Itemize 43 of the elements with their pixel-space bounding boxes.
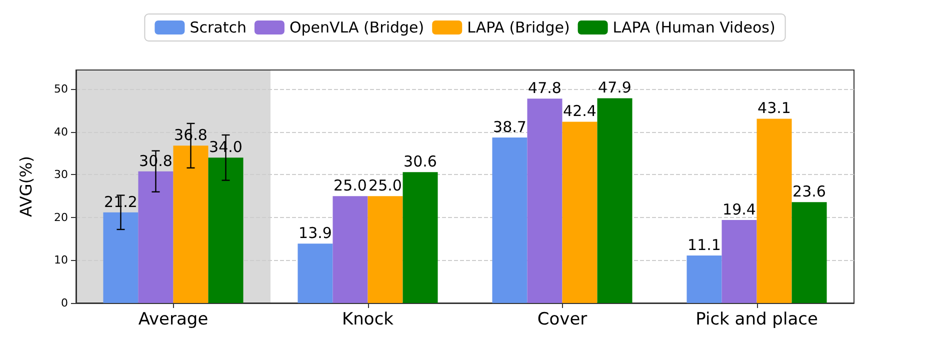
data-label: 23.6 xyxy=(792,182,826,201)
bar xyxy=(792,202,827,303)
x-tick-label: Cover xyxy=(537,310,588,330)
bar xyxy=(722,220,757,303)
data-label: 47.9 xyxy=(598,78,632,97)
x-tick-label: Pick and place xyxy=(696,310,818,330)
bar xyxy=(173,146,208,303)
data-label: 42.4 xyxy=(563,102,596,120)
data-label: 47.8 xyxy=(528,79,562,98)
bar xyxy=(298,244,333,303)
data-label: 25.0 xyxy=(368,176,402,195)
bar xyxy=(332,196,368,303)
y-tick-label: 30 xyxy=(54,168,68,182)
bar xyxy=(402,172,438,303)
y-tick-label: 10 xyxy=(54,254,68,267)
bar xyxy=(597,98,632,303)
y-axis-title: AVG(%) xyxy=(16,156,36,217)
legend-label: LAPA (Human Videos) xyxy=(612,18,776,36)
x-tick-label: Average xyxy=(138,310,208,330)
bar xyxy=(527,98,562,303)
y-tick-label: 50 xyxy=(54,82,68,96)
bar xyxy=(103,212,138,303)
legend-label: Scratch xyxy=(190,18,246,36)
bar xyxy=(686,256,722,303)
y-tick-label: 40 xyxy=(54,125,68,138)
bar xyxy=(562,122,598,303)
y-tick-label: 20 xyxy=(54,210,68,224)
legend-label: OpenVLA (Bridge) xyxy=(289,18,424,36)
x-tick-label: Knock xyxy=(342,310,394,330)
bar xyxy=(756,118,792,303)
data-label: 25.0 xyxy=(334,176,367,195)
bar xyxy=(208,158,244,303)
data-label: 43.1 xyxy=(758,99,791,118)
data-label: 11.1 xyxy=(688,236,721,254)
data-label: 19.4 xyxy=(722,200,756,219)
bar xyxy=(368,196,403,303)
data-label: 38.7 xyxy=(493,118,526,136)
y-tick-label: 0 xyxy=(61,296,68,310)
legend-label: LAPA (Bridge) xyxy=(467,18,570,36)
data-label: 30.6 xyxy=(404,152,437,171)
bar xyxy=(138,171,174,303)
bar xyxy=(492,138,528,303)
data-label: 13.9 xyxy=(298,224,332,242)
